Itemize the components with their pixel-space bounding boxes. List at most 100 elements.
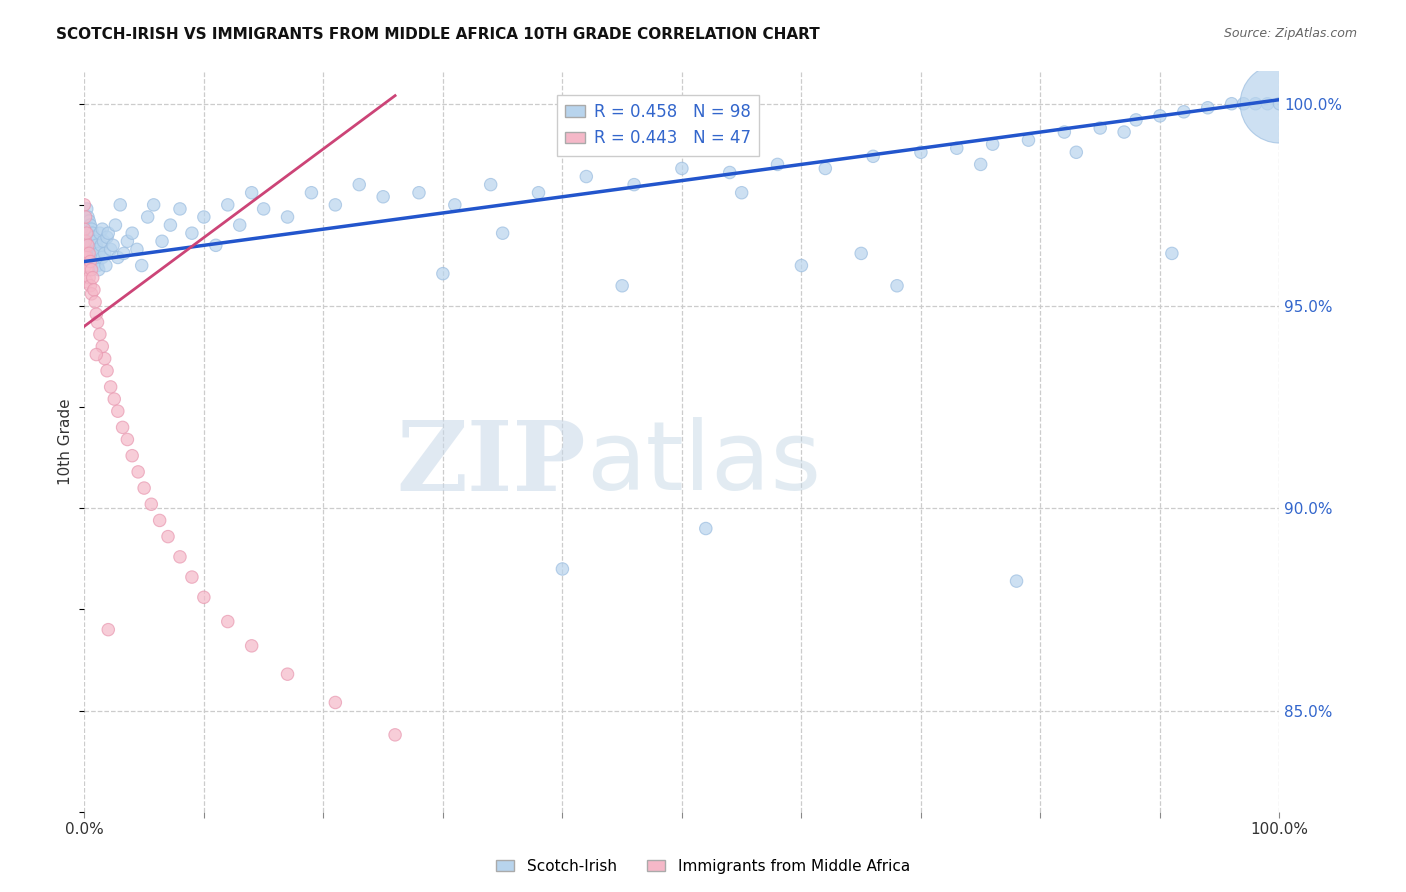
Point bbox=[575, 169, 598, 184]
Point bbox=[1090, 120, 1112, 135]
Point bbox=[766, 157, 789, 171]
Point bbox=[91, 339, 114, 353]
Point bbox=[77, 246, 100, 260]
Point bbox=[79, 278, 101, 293]
Point bbox=[84, 251, 107, 265]
Legend: Scotch-Irish, Immigrants from Middle Africa: Scotch-Irish, Immigrants from Middle Afr… bbox=[489, 853, 917, 880]
Point bbox=[1268, 96, 1291, 111]
Point bbox=[76, 275, 98, 289]
Point bbox=[82, 226, 104, 240]
Point bbox=[479, 178, 502, 192]
Point bbox=[1173, 104, 1195, 119]
Point bbox=[112, 246, 135, 260]
Point bbox=[1220, 96, 1243, 111]
Point bbox=[93, 351, 115, 366]
Point bbox=[946, 141, 969, 155]
Point bbox=[79, 234, 101, 248]
Point bbox=[1005, 574, 1028, 588]
Point bbox=[432, 267, 454, 281]
Point bbox=[117, 433, 139, 447]
Point bbox=[205, 238, 228, 252]
Point bbox=[94, 259, 117, 273]
Point bbox=[110, 198, 132, 212]
Point bbox=[181, 570, 204, 584]
Point bbox=[862, 149, 884, 163]
Point bbox=[157, 530, 180, 544]
Point bbox=[77, 230, 100, 244]
Point bbox=[84, 234, 107, 248]
Point bbox=[718, 165, 741, 179]
Point bbox=[83, 230, 105, 244]
Point bbox=[1257, 96, 1279, 111]
Point bbox=[910, 145, 932, 160]
Point bbox=[96, 230, 118, 244]
Point bbox=[104, 218, 127, 232]
Point bbox=[1018, 133, 1040, 147]
Point bbox=[83, 246, 105, 260]
Point bbox=[132, 481, 156, 495]
Point bbox=[1053, 125, 1076, 139]
Point bbox=[814, 161, 837, 176]
Point bbox=[73, 198, 96, 212]
Point bbox=[159, 218, 181, 232]
Point bbox=[169, 549, 191, 564]
Point bbox=[86, 307, 108, 321]
Point bbox=[87, 262, 110, 277]
Point bbox=[79, 218, 101, 232]
Point bbox=[851, 246, 873, 260]
Point bbox=[83, 283, 105, 297]
Point bbox=[970, 157, 993, 171]
Point bbox=[75, 210, 97, 224]
Point bbox=[77, 214, 100, 228]
Point bbox=[82, 243, 104, 257]
Point bbox=[75, 259, 97, 273]
Point bbox=[1244, 96, 1267, 111]
Point bbox=[349, 178, 371, 192]
Point bbox=[100, 243, 122, 257]
Point bbox=[253, 202, 276, 216]
Text: Source: ZipAtlas.com: Source: ZipAtlas.com bbox=[1223, 27, 1357, 40]
Point bbox=[1114, 125, 1136, 139]
Point bbox=[80, 238, 103, 252]
Point bbox=[77, 238, 100, 252]
Point bbox=[169, 202, 191, 216]
Point bbox=[277, 210, 299, 224]
Point bbox=[527, 186, 550, 200]
Point bbox=[90, 238, 112, 252]
Point bbox=[82, 270, 104, 285]
Y-axis label: 10th Grade: 10th Grade bbox=[58, 398, 73, 485]
Point bbox=[131, 259, 153, 273]
Point bbox=[373, 190, 395, 204]
Point bbox=[1233, 96, 1256, 111]
Point bbox=[93, 246, 115, 260]
Point bbox=[91, 251, 114, 265]
Point bbox=[551, 562, 574, 576]
Point bbox=[117, 234, 139, 248]
Point bbox=[107, 251, 129, 265]
Point bbox=[93, 234, 115, 248]
Point bbox=[444, 198, 467, 212]
Point bbox=[1161, 246, 1184, 260]
Point bbox=[80, 286, 103, 301]
Legend: R = 0.458   N = 98, R = 0.443   N = 47: R = 0.458 N = 98, R = 0.443 N = 47 bbox=[557, 95, 759, 155]
Point bbox=[86, 315, 108, 329]
Point bbox=[107, 404, 129, 418]
Point bbox=[731, 186, 754, 200]
Point bbox=[193, 591, 215, 605]
Point bbox=[121, 449, 143, 463]
Point bbox=[623, 178, 645, 192]
Point bbox=[77, 270, 100, 285]
Point bbox=[181, 226, 204, 240]
Point bbox=[77, 226, 100, 240]
Point bbox=[217, 198, 239, 212]
Point bbox=[149, 513, 172, 527]
Point bbox=[87, 246, 110, 260]
Point bbox=[408, 186, 430, 200]
Point bbox=[79, 254, 101, 268]
Point bbox=[73, 222, 96, 236]
Point bbox=[97, 623, 120, 637]
Point bbox=[695, 522, 717, 536]
Point bbox=[671, 161, 693, 176]
Point bbox=[111, 420, 134, 434]
Point bbox=[150, 234, 173, 248]
